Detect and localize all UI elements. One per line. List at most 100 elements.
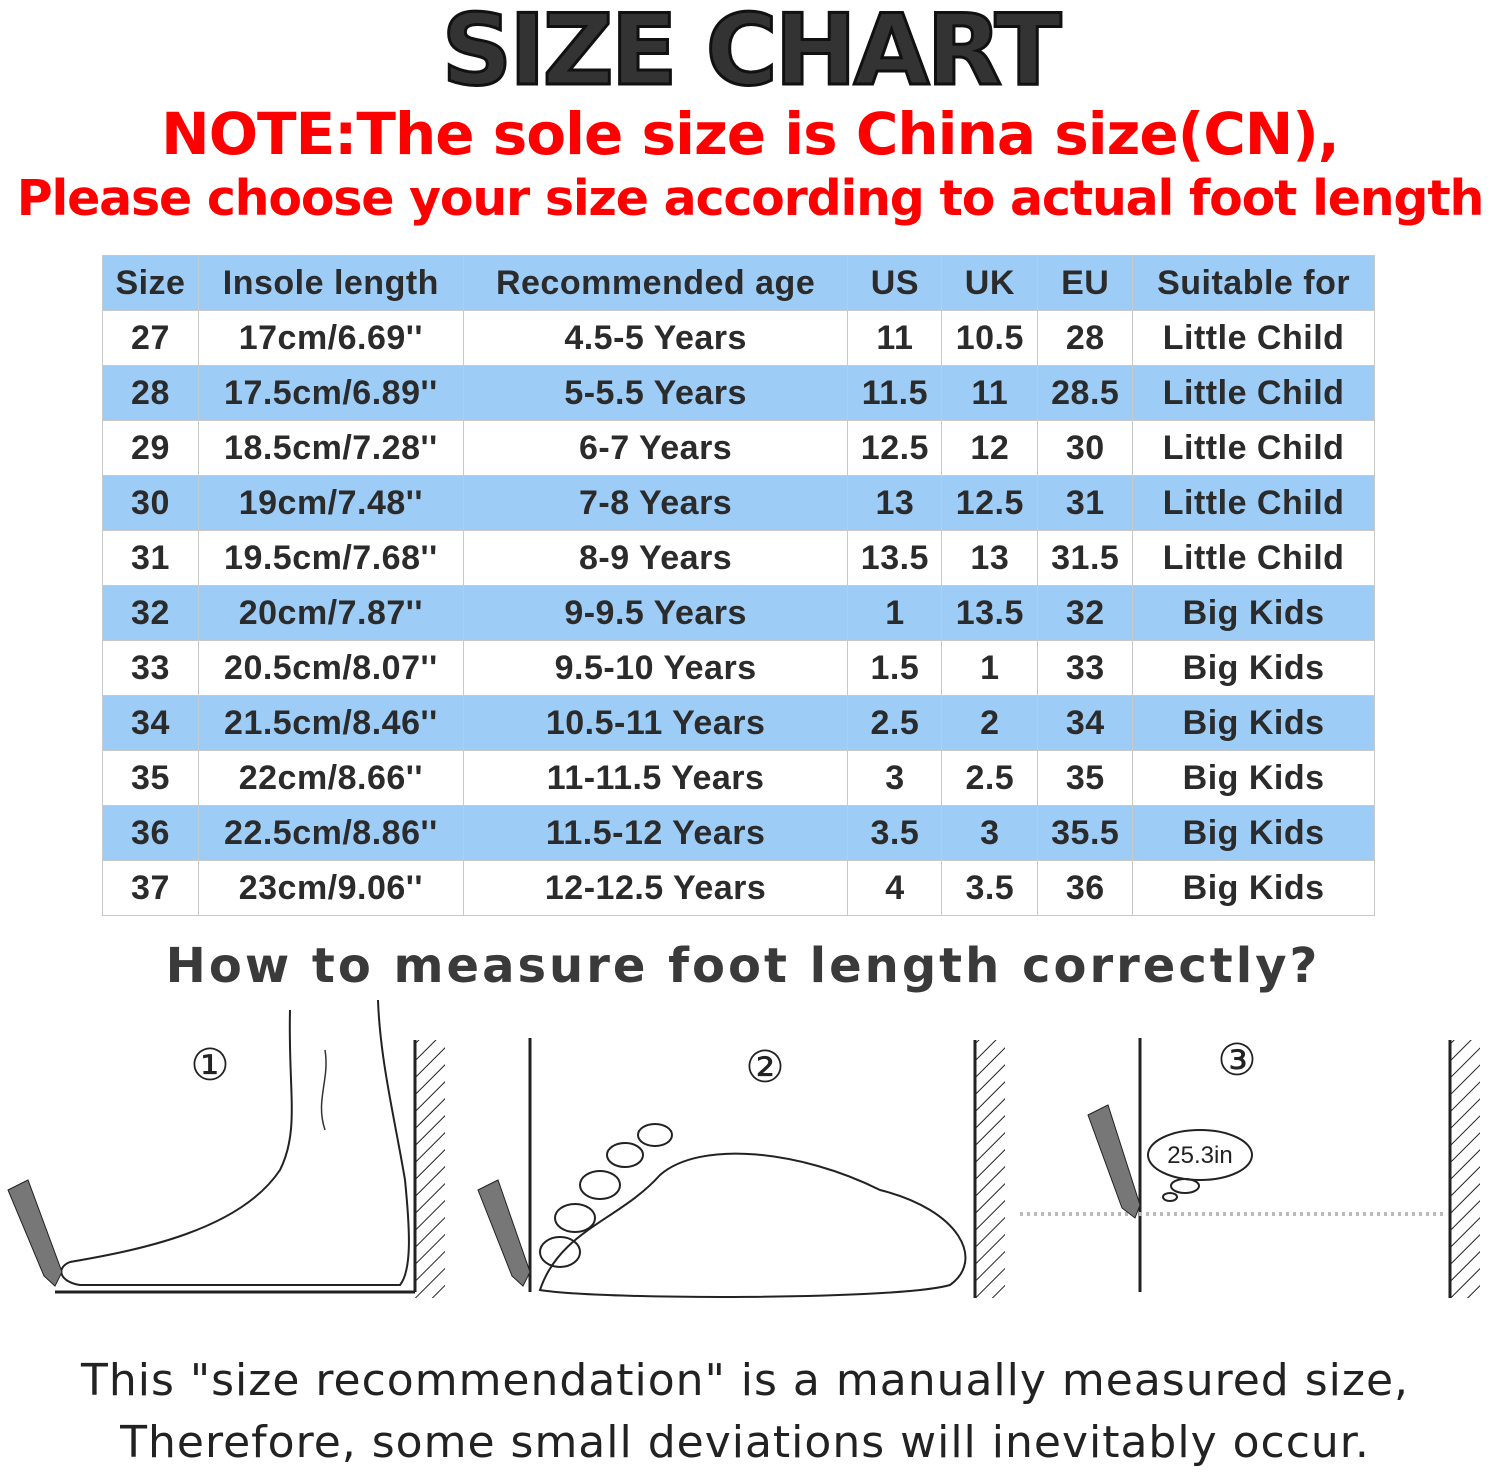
pencil-icon xyxy=(7,1179,63,1287)
table-cell: 2.5 xyxy=(847,695,943,751)
table-cell: Big Kids xyxy=(1132,585,1375,641)
table-cell: 13 xyxy=(847,475,943,531)
table-row: 27 17cm/6.69'' 4.5-5 Years 11 10.5 28 Little C… xyxy=(102,310,1375,366)
table-cell: Big Kids xyxy=(1132,640,1375,696)
table-cell: 1.5 xyxy=(847,640,943,696)
table-cell: Big Kids xyxy=(1132,695,1375,751)
step-2-foot-sole-view xyxy=(477,1038,1005,1298)
table-cell: 28 xyxy=(102,365,199,421)
table-cell: 10.5 xyxy=(941,310,1039,366)
table-cell: 5-5.5 Years xyxy=(462,365,849,421)
table-cell: 17cm/6.69'' xyxy=(197,310,464,366)
table-cell: 12.5 xyxy=(847,420,943,476)
measure-value: 25.3in xyxy=(1167,1142,1232,1169)
step-1-foot-side-view xyxy=(7,1000,445,1298)
table-cell: 10.5-11 Years xyxy=(462,695,849,751)
table-row: 29 18.5cm/7.28'' 6-7 Years 12.5 12 30 Little C… xyxy=(102,420,1375,476)
table-cell: Little Child xyxy=(1132,420,1375,476)
table-cell: 36 xyxy=(1037,860,1134,916)
step-2-label: ② xyxy=(745,1042,784,1093)
table-cell: Little Child xyxy=(1132,365,1375,421)
table-cell: Big Kids xyxy=(1132,750,1375,806)
table-cell: 19cm/7.48'' xyxy=(197,475,464,531)
thought-bubble xyxy=(1147,1129,1253,1181)
step-3-ruler-view xyxy=(1020,1038,1480,1298)
table-cell: 4.5-5 Years xyxy=(462,310,849,366)
table-cell: 1 xyxy=(941,640,1039,696)
note-line-2: Please choose your size according to act… xyxy=(16,170,1485,227)
measure-illustration: ① ② 25.3in ③ xyxy=(7,1000,1480,1298)
table-cell: 32 xyxy=(1037,585,1134,641)
pencil-icon xyxy=(477,1179,531,1287)
table-cell: 13 xyxy=(941,530,1039,586)
table-cell: 8-9 Years xyxy=(462,530,849,586)
table-cell: 31 xyxy=(1037,475,1134,531)
table-cell: 37 xyxy=(102,860,199,916)
table-cell: 35 xyxy=(102,750,199,806)
table-cell: 29 xyxy=(102,420,199,476)
table-cell: 9-9.5 Years xyxy=(462,585,849,641)
table-header-row: Size Insole length Recommended age US UK EU Su… xyxy=(102,255,1375,311)
table-cell: 3 xyxy=(941,805,1039,861)
column-header: Suitable for xyxy=(1132,255,1375,311)
table-cell: Little Child xyxy=(1132,310,1375,366)
table-cell: 1 xyxy=(847,585,943,641)
column-header: UK xyxy=(941,255,1039,311)
table-cell: 20cm/7.87'' xyxy=(197,585,464,641)
table-cell: 28 xyxy=(1037,310,1134,366)
table-cell: 13.5 xyxy=(941,585,1039,641)
table-cell: 21.5cm/8.46'' xyxy=(197,695,464,751)
table-cell: 12.5 xyxy=(941,475,1039,531)
column-header: Recommended age xyxy=(462,255,849,311)
table-cell: 13.5 xyxy=(847,530,943,586)
table-cell: 23cm/9.06'' xyxy=(197,860,464,916)
note-line-1: NOTE:The sole size is China size(CN), xyxy=(161,100,1340,168)
column-header: EU xyxy=(1037,255,1134,311)
table-cell: 19.5cm/7.68'' xyxy=(197,530,464,586)
table-row: 30 19cm/7.48'' 7-8 Years 13 12.5 31 Little Chi… xyxy=(102,475,1375,531)
table-cell: 12-12.5 Years xyxy=(462,860,849,916)
table-cell: 30 xyxy=(102,475,199,531)
table-row: 31 19.5cm/7.68'' 8-9 Years 13.5 13 31.5 Little… xyxy=(102,530,1375,586)
table-cell: 34 xyxy=(1037,695,1134,751)
footer-line-1: This "size recommendation" is a manually… xyxy=(80,1355,1410,1406)
table-cell: 11 xyxy=(847,310,943,366)
table-row: 33 20.5cm/8.07'' 9.5-10 Years 1.5 1 33 Big Kid… xyxy=(102,640,1375,696)
table-cell: 20.5cm/8.07'' xyxy=(197,640,464,696)
step-3-label: ③ xyxy=(1217,1035,1256,1086)
size-table: Size Insole length Recommended age US UK EU Su… xyxy=(102,255,1375,916)
table-row: 36 22.5cm/8.86'' 11.5-12 Years 3.5 3 35.5 Big … xyxy=(102,805,1375,861)
column-header: US xyxy=(847,255,943,311)
table-cell: Big Kids xyxy=(1132,860,1375,916)
column-header: Insole length xyxy=(197,255,464,311)
table-cell: 3 xyxy=(847,750,943,806)
table-cell: 7-8 Years xyxy=(462,475,849,531)
table-cell: 31 xyxy=(102,530,199,586)
table-cell: 3.5 xyxy=(941,860,1039,916)
table-cell: Little Child xyxy=(1132,475,1375,531)
table-cell: 11.5-12 Years xyxy=(462,805,849,861)
table-cell: 28.5 xyxy=(1037,365,1134,421)
table-cell: 35.5 xyxy=(1037,805,1134,861)
table-cell: 31.5 xyxy=(1037,530,1134,586)
table-cell: 30 xyxy=(1037,420,1134,476)
table-row: 34 21.5cm/8.46'' 10.5-11 Years 2.5 2 34 Big Ki… xyxy=(102,695,1375,751)
table-row: 32 20cm/7.87'' 9-9.5 Years 1 13.5 32 Big Kids xyxy=(102,585,1375,641)
step-1-label: ① xyxy=(190,1040,229,1091)
table-cell: 32 xyxy=(102,585,199,641)
page-title: SIZE CHART xyxy=(440,0,1063,110)
table-cell: 11 xyxy=(941,365,1039,421)
table-cell: 9.5-10 Years xyxy=(462,640,849,696)
table-cell: 2.5 xyxy=(941,750,1039,806)
howto-title: How to measure foot length correctly? xyxy=(165,938,1321,994)
table-cell: 6-7 Years xyxy=(462,420,849,476)
table-cell: 11.5 xyxy=(847,365,943,421)
column-header: Size xyxy=(102,255,199,311)
table-cell: 12 xyxy=(941,420,1039,476)
table-cell: 35 xyxy=(1037,750,1134,806)
table-cell: 17.5cm/6.89'' xyxy=(197,365,464,421)
table-cell: 33 xyxy=(1037,640,1134,696)
table-cell: 34 xyxy=(102,695,199,751)
table-cell: 22cm/8.66'' xyxy=(197,750,464,806)
